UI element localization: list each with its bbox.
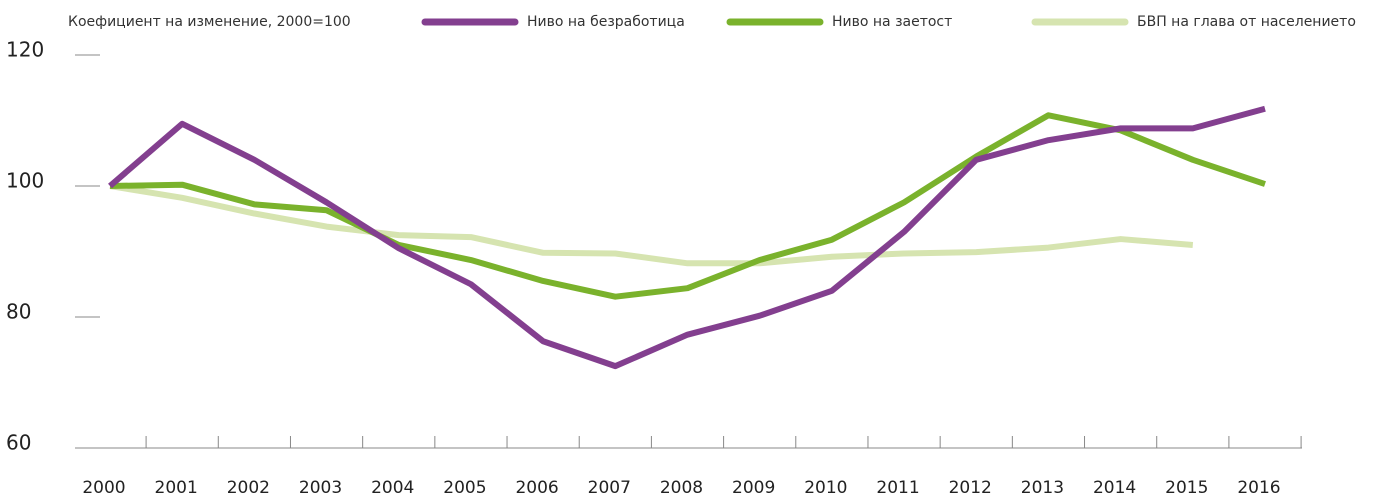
x-tick-label: 2006 [515,478,558,495]
x-tick-label: 2011 [876,478,919,495]
legend-label: Ниво на заетост [832,14,952,30]
x-tick-label: 2010 [804,478,847,495]
x-tick-label: 2003 [299,478,342,495]
x-tick-label: 2015 [1165,478,1208,495]
x-tick-label: 2001 [155,478,198,495]
x-tick-label: 2000 [82,478,125,495]
x-tick-label: 2009 [732,478,775,495]
x-tick-label: 2012 [949,478,992,495]
series-line [108,105,1266,370]
legend-label: БВП на глава от населението [1137,14,1356,30]
chart-title: Коефициент на изменение, 2000=100 [68,14,351,30]
x-tick-label: 2016 [1237,478,1280,495]
series-line [109,183,1194,267]
y-tick-label: 60 [6,431,31,455]
x-tick-label: 2004 [371,478,414,495]
x-tick-label: 2013 [1021,478,1064,495]
y-tick-label: 80 [6,300,31,324]
x-tick-label: 2014 [1093,478,1136,495]
series-line [109,112,1266,300]
y-tick-label: 100 [6,169,44,193]
x-tick-label: 2008 [660,478,703,495]
legend-label: Ниво на безработица [527,14,685,30]
y-tick-label: 120 [6,38,44,62]
x-tick-label: 2002 [227,478,270,495]
x-tick-label: 2007 [588,478,631,495]
x-tick-label: 2005 [443,478,486,495]
